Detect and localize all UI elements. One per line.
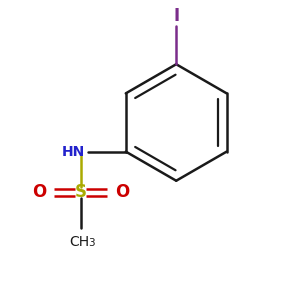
Text: 3: 3 (88, 238, 94, 248)
Text: CH: CH (69, 235, 89, 249)
Text: S: S (75, 183, 87, 201)
Text: I: I (173, 7, 179, 25)
Text: O: O (115, 183, 129, 201)
Text: O: O (32, 183, 46, 201)
Text: HN: HN (62, 145, 85, 159)
